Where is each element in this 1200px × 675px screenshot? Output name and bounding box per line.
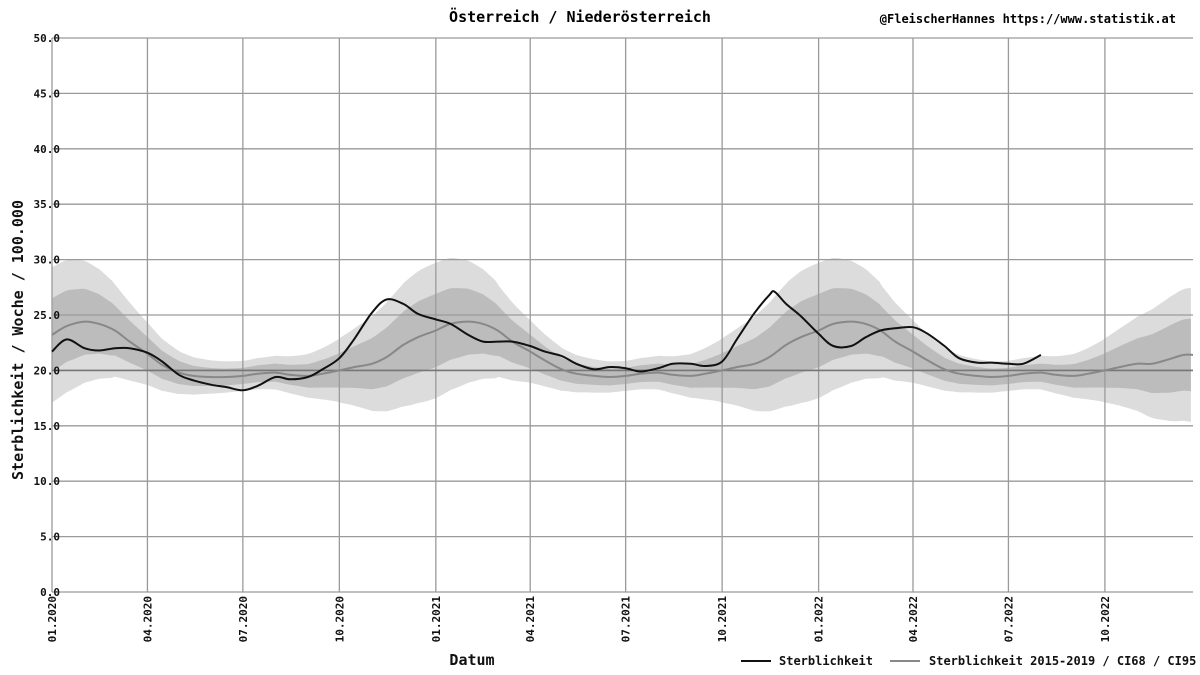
y-tick-label: 0.0 [40, 586, 60, 599]
series-observed-line [51, 290, 1042, 392]
x-axis-label: Datum [449, 651, 494, 669]
y-tick-label: 40.0 [34, 143, 61, 156]
x-tick-label: 10.2021 [716, 596, 729, 643]
y-tick-label: 25.0 [34, 309, 61, 322]
y-tick-label: 20.0 [34, 364, 61, 377]
grid-lines [51, 37, 1193, 593]
ci95-area [52, 257, 1191, 422]
ci68-band [52, 288, 1191, 394]
y-axis-label: Sterblichkeit / Woche / 100.000 [9, 200, 27, 480]
x-tick-label: 07.2021 [620, 596, 633, 643]
y-tick-label: 50.0 [34, 32, 61, 45]
y-tick-label: 5.0 [40, 531, 60, 544]
y-tick-label: 30.0 [34, 254, 61, 267]
legend-baseline-label: Sterblichkeit 2015-2019 / CI68 / CI95 [929, 654, 1196, 668]
y-tick-label: 10.0 [34, 475, 61, 488]
y-tick-label: 45.0 [34, 87, 61, 100]
x-tick-label: 10.2020 [333, 596, 346, 642]
x-tick-label: 07.2020 [237, 596, 250, 642]
series-lines [51, 290, 1194, 392]
x-tick-label: 10.2022 [1099, 596, 1112, 642]
x-tick-label: 04.2021 [524, 596, 537, 643]
y-tick-label: 15.0 [34, 420, 61, 433]
y-tick-label: 35.0 [34, 198, 61, 211]
y-tick-labels: 0.0 5.0 10.0 15.0 20.0 25.0 30.0 35.0 40.0 45.0 50… [34, 32, 61, 599]
legend: Sterblichkeit Sterblichkeit 2015-2019 / … [741, 654, 1196, 668]
ci95-band [52, 257, 1191, 422]
chart-credit: @FleischerHannes https://www.statistik.a… [880, 12, 1176, 26]
x-tick-label: 01.2022 [813, 596, 826, 642]
ci68-area [52, 288, 1191, 394]
series-baseline-line [51, 320, 1194, 379]
x-tick-label: 07.2022 [1002, 596, 1015, 642]
chart-title: Österreich / Niederösterreich [449, 7, 711, 26]
x-tick-labels: 01.2020 04.2020 07.2020 10.2020 01.2021 04.20… [46, 596, 1112, 643]
x-tick-label: 01.2020 [46, 596, 59, 642]
x-tick-label: 04.2020 [141, 596, 154, 642]
x-tick-label: 01.2021 [430, 596, 443, 643]
legend-observed-label: Sterblichkeit [779, 654, 873, 668]
x-tick-label: 04.2022 [907, 596, 920, 642]
